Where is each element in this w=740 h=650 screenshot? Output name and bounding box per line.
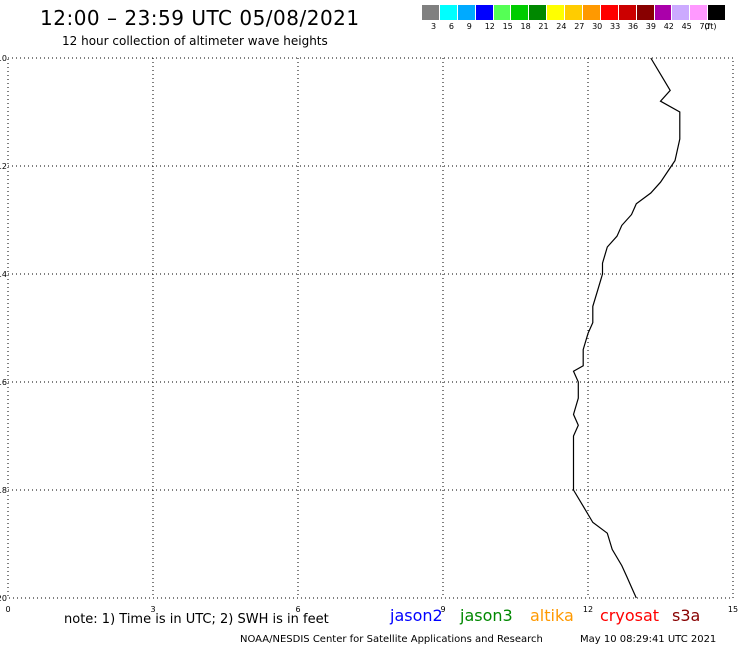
legend-label: 24 [556, 22, 567, 31]
legend-swatch [511, 5, 530, 20]
legend-label: 36 [627, 22, 639, 31]
satellite-label-jason3: jason3 [460, 606, 513, 625]
lon-tick-label: 15 [728, 605, 738, 614]
legend-label: 42 [663, 22, 674, 31]
legend-label: 18 [520, 22, 531, 31]
satellite-label-jason2: jason2 [390, 606, 443, 625]
legend-label: 39 [645, 22, 656, 31]
legend-swatch [600, 5, 619, 20]
legend-swatch [708, 5, 727, 20]
legend-label: 70 [699, 22, 710, 31]
timestamp-text: May 10 08:29:41 UTC 2021 [580, 634, 717, 645]
legend-swatch [529, 5, 548, 20]
chart-title: 12:00 – 23:59 UTC 05/08/2021 [40, 6, 360, 30]
legend-label: 9 [466, 22, 472, 31]
legend-label: 6 [448, 22, 454, 31]
legend-labels: 3 6 9 12 15 18 21 24 27 30 33 36 39 42 45 70 (ft) [422, 20, 740, 32]
lat-tick-label: -14 [0, 270, 7, 279]
lat-tick-label: -16 [0, 378, 7, 387]
credit-text: NOAA/NESDIS Center for Satellite Applica… [240, 634, 543, 645]
footer-note: note: 1) Time is in UTC; 2) SWH is in fe… [64, 612, 329, 627]
legend-label: 30 [592, 22, 603, 31]
legend-swatch [583, 5, 601, 20]
chart-subtitle: 12 hour collection of altimeter wave hei… [62, 34, 328, 48]
legend-label: 3 [431, 22, 437, 31]
satellite-label-altika: altika [530, 606, 574, 625]
satellite-label-s3a: s3a [672, 606, 701, 625]
legend-swatch [618, 5, 637, 20]
lon-tick-label: 3 [150, 605, 155, 614]
lon-tick-label: 12 [583, 605, 593, 614]
legend-swatch [547, 5, 566, 20]
legend-label: 27 [574, 22, 585, 31]
coastline [572, 57, 681, 599]
legend-label: 12 [484, 22, 495, 31]
lat-tick-label: -10 [0, 54, 7, 63]
lon-tick-label: 9 [440, 605, 445, 614]
legend-color-bar [422, 5, 740, 20]
wave-height-legend: 3 6 9 12 15 18 21 24 27 30 33 36 39 42 45 70 (ft) [422, 5, 740, 32]
legend-swatch [493, 5, 512, 20]
satellite-label-cryosat: cryosat [600, 606, 660, 625]
legend-swatch [654, 5, 673, 20]
legend-label: 45 [681, 22, 692, 31]
legend-label: (ft) [704, 22, 717, 31]
legend-label: 33 [610, 22, 621, 31]
legend-swatch [457, 5, 476, 20]
map-frame [7, 57, 734, 599]
legend-label: 15 [502, 22, 513, 31]
lat-tick-label: -20 [0, 594, 7, 603]
lat-tick-label: -12 [0, 162, 7, 171]
legend-swatch [422, 5, 440, 20]
legend-swatch [439, 5, 458, 20]
legend-swatch [690, 5, 709, 20]
lon-tick-label: 6 [295, 605, 300, 614]
legend-swatch [672, 5, 691, 20]
legend-swatch [475, 5, 494, 20]
lat-tick-label: -18 [0, 486, 7, 495]
legend-swatch [565, 5, 584, 20]
lon-tick-label: 0 [5, 605, 10, 614]
legend-label: 21 [538, 22, 549, 31]
legend-swatch [636, 5, 655, 20]
